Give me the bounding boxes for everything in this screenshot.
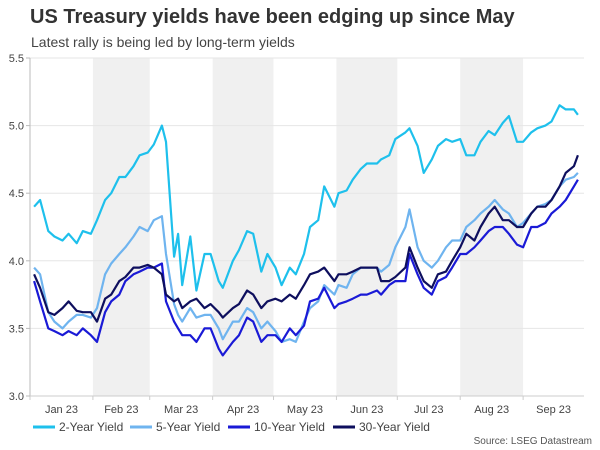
x-tick-label: Jul 23 — [414, 404, 443, 416]
series-line — [33, 179, 579, 357]
x-tick-label: May 23 — [287, 404, 323, 416]
y-tick-label: 3.0 — [9, 391, 24, 403]
legend-label: 5-Year Yield — [156, 420, 220, 434]
y-tick-label: 5.0 — [9, 121, 24, 133]
x-tick-label: Jun 23 — [350, 404, 383, 416]
month-shade-band — [336, 58, 398, 396]
x-tick-label: Jan 23 — [45, 404, 78, 416]
series-line — [33, 104, 579, 292]
y-tick-label: 3.5 — [9, 323, 24, 335]
legend-item: 2-Year Yield — [33, 420, 123, 434]
legend-label: 10-Year Yield — [254, 420, 325, 434]
series-30-year-yield — [33, 154, 579, 323]
x-tick-label: Apr 23 — [227, 404, 259, 416]
y-tick-label: 4.0 — [9, 256, 24, 268]
series-10-year-yield — [33, 179, 579, 357]
legend-item: 5-Year Yield — [130, 420, 220, 434]
series-line — [33, 154, 579, 323]
legend-item: 30-Year Yield — [333, 420, 430, 434]
month-shade-band — [460, 58, 524, 396]
x-tick-label: Feb 23 — [104, 404, 138, 416]
legend-label: 2-Year Yield — [59, 420, 123, 434]
y-tick-label: 5.5 — [9, 53, 24, 65]
legend-item: 10-Year Yield — [228, 420, 325, 434]
x-tick-label: Mar 23 — [164, 404, 198, 416]
series-2-year-yield — [33, 104, 579, 292]
chart-title: US Treasury yields have been edging up s… — [30, 6, 515, 28]
source-note: Source: LSEG Datastream — [473, 436, 592, 447]
y-tick-label: 4.5 — [9, 188, 24, 200]
x-tick-label: Sep 23 — [536, 404, 571, 416]
x-tick-label: Aug 23 — [474, 404, 509, 416]
legend-label: 30-Year Yield — [359, 420, 430, 434]
chart-subtitle: Latest rally is being led by long-term y… — [31, 34, 295, 50]
month-shade-band — [212, 58, 274, 396]
